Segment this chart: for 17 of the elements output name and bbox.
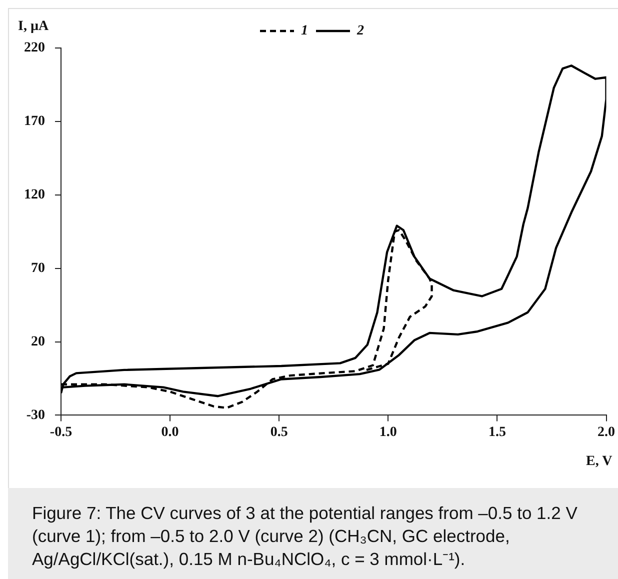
x-tick-label: 0.5 [270,425,288,440]
x-tick-label: -0.5 [50,425,72,440]
y-tick-label: 70 [31,260,45,276]
y-tick-label: 20 [31,334,45,350]
y-tick-label: -30 [26,408,45,423]
legend-label: 2 [356,24,364,39]
y-axis-title: I, µA [18,19,50,34]
legend-label: 1 [301,24,308,39]
y-tick-label: 170 [24,114,45,130]
y-tick-label: 220 [24,40,45,56]
x-tick-label: 1.5 [488,425,506,440]
x-tick-label: 0.0 [161,425,179,440]
x-tick-label: 2.0 [598,425,615,440]
x-axis-title: E, V [586,454,612,470]
y-tick-label: 120 [24,187,45,202]
caption: Figure 7: The CV curves of 3 at the potential ranges from –0.5 to 1.2 V (curve 1); from –0.5 to 2.0 V (curve 2) (CH₃CN, GC electrode, Ag/AgCl/KCl(sat.), 0.15 M n-Bu₄NClO₄, c = 3 mmol·L⁻¹). [8,488,618,579]
x-tick-label: 1.0 [379,425,397,440]
